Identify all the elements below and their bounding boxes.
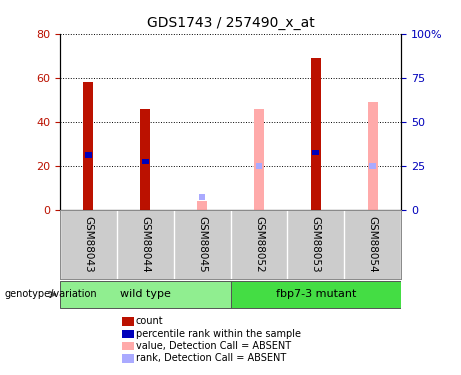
Bar xyxy=(369,163,376,169)
Text: genotype/variation: genotype/variation xyxy=(5,290,97,299)
Text: GSM88043: GSM88043 xyxy=(83,216,94,272)
Text: wild type: wild type xyxy=(120,290,171,299)
Text: count: count xyxy=(136,316,164,326)
Text: value, Detection Call = ABSENT: value, Detection Call = ABSENT xyxy=(136,341,291,351)
Bar xyxy=(142,159,148,164)
Bar xyxy=(367,102,378,210)
Text: rank, Detection Call = ABSENT: rank, Detection Call = ABSENT xyxy=(136,354,286,363)
Title: GDS1743 / 257490_x_at: GDS1743 / 257490_x_at xyxy=(147,16,314,30)
Bar xyxy=(199,194,206,200)
Bar xyxy=(313,150,319,156)
Text: percentile rank within the sample: percentile rank within the sample xyxy=(136,329,301,339)
Bar xyxy=(83,82,94,210)
Bar xyxy=(254,109,264,210)
Bar xyxy=(255,163,262,169)
Text: GSM88044: GSM88044 xyxy=(140,216,150,272)
Text: GSM88053: GSM88053 xyxy=(311,216,321,272)
FancyBboxPatch shape xyxy=(230,281,401,308)
Text: fbp7-3 mutant: fbp7-3 mutant xyxy=(276,290,356,299)
Text: GSM88052: GSM88052 xyxy=(254,216,264,272)
Bar xyxy=(140,109,150,210)
Text: GSM88045: GSM88045 xyxy=(197,216,207,272)
Bar xyxy=(85,152,92,157)
FancyBboxPatch shape xyxy=(60,281,230,308)
Bar xyxy=(311,58,321,210)
Text: GSM88054: GSM88054 xyxy=(367,216,378,272)
Bar xyxy=(197,201,207,210)
